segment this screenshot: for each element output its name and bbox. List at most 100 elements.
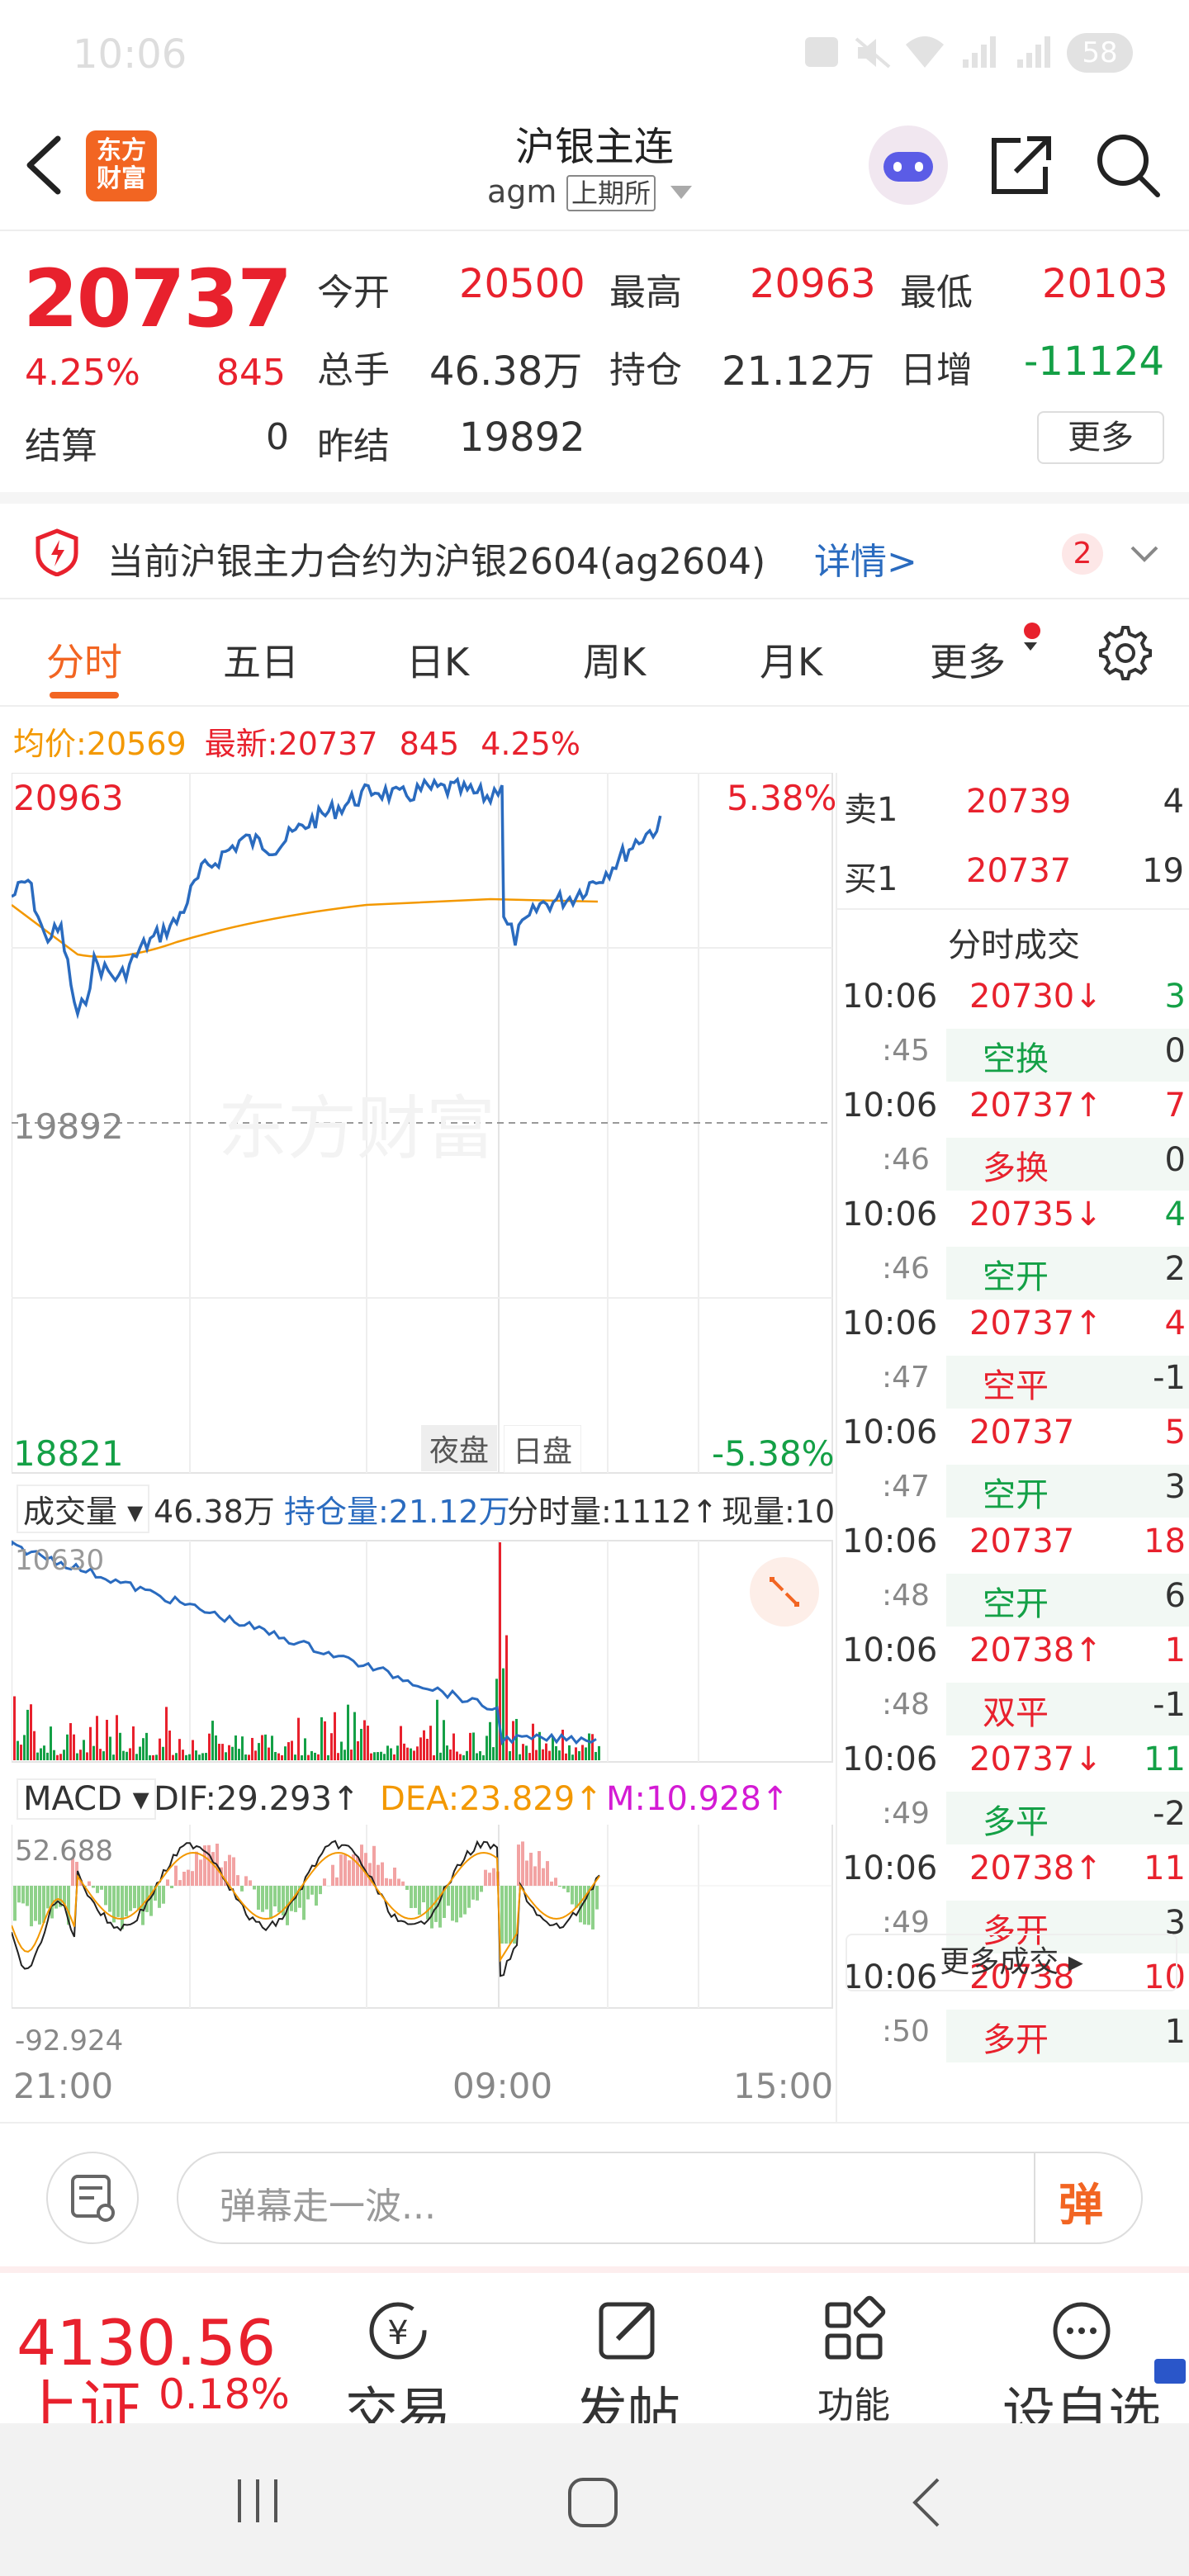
recent-apps-icon[interactable] [233,2476,282,2526]
search-icon[interactable] [1095,132,1161,198]
trade-time: 10:06 [842,1087,938,1125]
prev-settle-value: 19892 [459,414,585,461]
trade-row: 10:06 20737↑ 4:47 空平 -1 [837,1301,1189,1410]
notice-count-badge: 2 [1062,533,1103,575]
tab-five-day[interactable]: 五日 [223,640,299,684]
trade-price: 20737↑ [969,1087,1102,1125]
time-axis-mid: 09:00 [452,2066,553,2106]
macd-axis-bottom: -92.924 [15,2024,124,2057]
trade-volume: 11 [1144,1740,1186,1778]
tab-intraday[interactable]: 分时 [46,640,122,684]
home-icon[interactable] [566,2476,619,2529]
svg-text:¥: ¥ [387,2314,408,2352]
index-value: 4130.56 [17,2306,277,2379]
notification-dot [1024,623,1040,639]
watermark: 东方财富 [218,1088,495,1169]
tab-month-k[interactable]: 月K [760,640,823,684]
trade-type: 空平 [983,1367,1049,1405]
avg-price-line [12,897,599,959]
trade-second: :46 [882,1252,930,1286]
trade-volume: 4 [1164,1196,1186,1234]
back-nav-icon[interactable] [907,2476,948,2529]
notice-bar[interactable]: 当前沪银主力合约为沪银2604(ag2604) 详情> 2 [0,492,1189,599]
current-volume-text: 现量:10 [722,1494,836,1530]
trade-type-bg [946,1138,1189,1191]
trade-type-bg [946,1356,1189,1409]
latest-percent: 4.25% [481,726,580,762]
battery-icon: 58 [1067,33,1133,73]
function-button[interactable]: 功能 [771,2273,936,2428]
chevron-down-icon[interactable] [670,186,692,199]
dif-value: DIF:29.293↑ [154,1780,360,1818]
expand-icon[interactable] [750,1557,819,1627]
ask-volume: 4 [1163,783,1184,821]
index-ticker[interactable]: 4130.56 上证 0.18% [0,2273,314,2446]
back-icon[interactable] [18,132,68,198]
trade-second: :47 [882,1361,930,1395]
danmu-input[interactable]: 弹幕走一波... 弹 [177,2152,1143,2244]
avg-label: 均价: [13,726,87,762]
status-time: 10:06 [73,31,187,78]
order-book: 卖1 20739 4 买1 20737 19 分时成交 10:06 20730↓ 3… [836,773,1189,2127]
open-value: 20500 [459,261,585,307]
change-percent: 4.25% [25,352,140,394]
robot-assistant-icon[interactable] [869,125,948,205]
macd-indicator-select[interactable]: MACD ▾ [17,1778,156,1820]
danmu-send-button[interactable]: 弹 [1059,2179,1103,2231]
tab-day-k[interactable]: 日K [406,640,470,684]
mute-icon [855,37,891,69]
trade-volume: 18 [1144,1522,1186,1560]
trade-type-bg [946,1029,1189,1082]
trade-type: 多换 [983,1149,1049,1187]
night-session-label[interactable]: 夜盘 [421,1425,498,1471]
price-chart[interactable]: 东方财富 [12,773,834,2011]
volume-total: 46.38万 [154,1494,275,1530]
notice-text: 当前沪银主力合约为沪银2604(ag2604) [107,541,766,583]
tab-more[interactable]: 更多 [930,640,1006,684]
more-quote-button[interactable]: 更多 [1037,411,1164,464]
trade-button[interactable]: ¥ 交易 [315,2273,481,2446]
share-icon[interactable] [988,132,1054,198]
ask-price: 20739 [966,783,1072,821]
photo-icon [805,37,838,67]
trade-position-change: 0 [1164,1032,1186,1070]
dea-value: DEA:23.829↑ [380,1780,603,1818]
post-button[interactable]: 发帖 [545,2273,710,2446]
current-volume: 现量:10 [722,1486,835,1532]
tab-week-k[interactable]: 周K [583,640,647,684]
header: 东方 财富 沪银主连 agm 上期所 [0,107,1189,231]
signal-icon [959,33,1001,69]
add-favorite-button[interactable]: 设自选 [999,2273,1164,2446]
trade-price: 20738↑ [969,1631,1102,1669]
price-line [12,776,662,1020]
trade-second: :45 [882,1034,930,1068]
settle-value: 0 [266,416,289,458]
contract-code: agm [487,173,557,210]
price-axis-bottom: 18821 [13,1433,124,1474]
trade-price: 20737↓ [969,1740,1102,1778]
volume-bars [13,1542,600,1760]
dif-line [12,1840,600,1977]
trade-type: 多开 [983,2021,1049,2059]
avg-value: 20569 [86,726,187,762]
trade-row: 10:06 20737 5:47 空开 3 [837,1410,1189,1519]
trade-type: 空开 [983,1476,1049,1514]
trade-type-bg [946,1574,1189,1627]
macd-selector-label: MACD [23,1780,122,1818]
volume-indicator-select[interactable]: 成交量 ▾ [17,1485,150,1533]
gear-icon[interactable] [1098,626,1153,680]
badge-icon [1154,2359,1186,2384]
exchange-badge[interactable]: 上期所 [566,175,656,211]
more-trades-button[interactable]: 更多成交 ▸ [846,1934,1177,1991]
trade-volume: 1 [1164,1631,1186,1669]
danmu-bar: 弹幕走一波... 弹 [0,2122,1189,2266]
trade-position-change: 1 [1164,2013,1186,2051]
pct-axis-top: 5.38% [727,778,837,818]
trade-time: 10:06 [842,978,938,1016]
chevron-down-icon[interactable] [1130,545,1159,563]
danmu-settings-icon[interactable] [46,2152,139,2244]
day-session-label[interactable]: 日盘 [504,1425,582,1473]
notice-detail-link[interactable]: 详情> [814,541,917,583]
trade-time: 10:06 [842,1413,938,1451]
trade-position-change: 3 [1164,1468,1186,1506]
